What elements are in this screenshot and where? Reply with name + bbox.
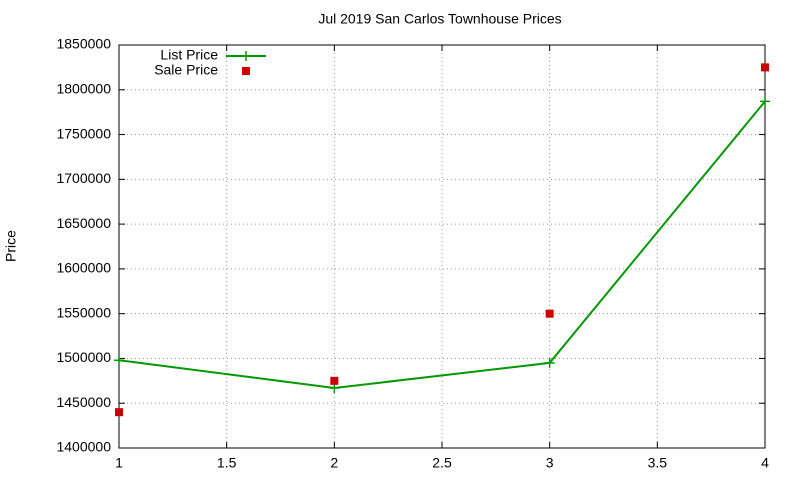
data-point [760, 96, 770, 107]
x-tick-label: 3 [546, 455, 554, 471]
x-tick-label: 4 [761, 455, 769, 471]
x-tick-label: 2 [330, 455, 338, 471]
y-tick-label: 1800000 [56, 80, 111, 96]
y-tick-label: 1550000 [56, 304, 111, 320]
y-tick-label: 1650000 [56, 215, 111, 231]
legend-label: Sale Price [154, 62, 218, 78]
x-tick-label: 3.5 [648, 455, 668, 471]
y-tick-label: 1400000 [56, 439, 111, 455]
y-tick-label: 1500000 [56, 349, 111, 365]
data-point [330, 376, 339, 385]
legend-label: List Price [160, 47, 218, 63]
x-tick-label: 1.5 [217, 455, 237, 471]
chart-title: Jul 2019 San Carlos Townhouse Prices [318, 11, 561, 27]
data-point [544, 357, 555, 368]
x-tick-label: 1 [115, 455, 123, 471]
series-line [118, 100, 766, 390]
y-tick-label: 1700000 [56, 170, 111, 186]
data-point [115, 408, 123, 417]
plot-border [118, 44, 766, 449]
legend-marker [241, 51, 251, 61]
y-tick-label: 1450000 [56, 394, 111, 410]
legend-marker [242, 67, 250, 75]
data-point [761, 63, 769, 72]
y-tick-label: 1850000 [56, 36, 111, 52]
x-tick-label: 2.5 [432, 455, 452, 471]
y-tick-label: 1600000 [56, 260, 111, 276]
data-point [114, 355, 124, 366]
data-point [545, 309, 554, 318]
y-tick-label: 1750000 [56, 125, 111, 141]
y-axis-label: Price [3, 230, 19, 262]
